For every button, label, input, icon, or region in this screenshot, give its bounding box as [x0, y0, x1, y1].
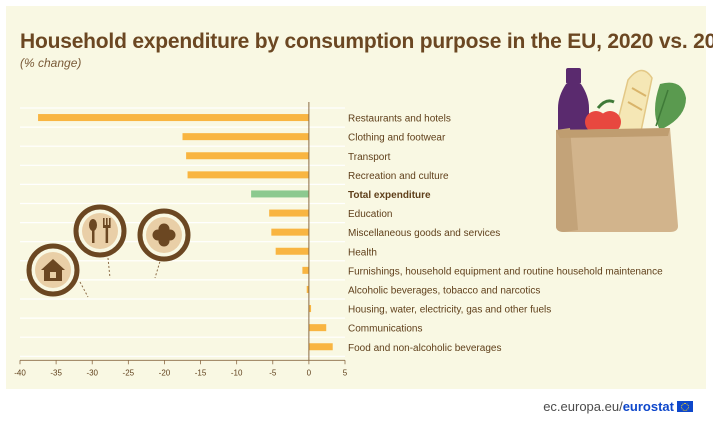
bar-4 — [251, 190, 309, 198]
x-tick-label: -20 — [159, 368, 171, 377]
bar-3 — [187, 171, 309, 179]
x-tick-label: -40 — [14, 368, 26, 377]
category-label: Furnishings, household equipment and rou… — [348, 266, 663, 277]
x-tick-label: -25 — [123, 368, 135, 377]
bar-6 — [271, 228, 309, 236]
x-tick-label: -35 — [50, 368, 62, 377]
bar-0 — [38, 114, 309, 122]
bar-10 — [308, 305, 312, 313]
fork-spoon-icon — [73, 204, 127, 279]
category-label: Clothing and footwear — [348, 133, 446, 144]
category-label: Total expenditure — [348, 190, 431, 201]
x-tick-label: 5 — [343, 368, 348, 377]
bar-5 — [269, 209, 309, 217]
bar-11 — [308, 324, 327, 332]
x-tick-label: -30 — [86, 368, 98, 377]
category-label: Restaurants and hotels — [348, 114, 451, 125]
chart-title: Household expenditure by consumption pur… — [20, 30, 713, 53]
footer-brand-link[interactable]: eurostat — [622, 399, 674, 414]
category-label: Health — [348, 247, 377, 258]
bar-7 — [275, 247, 309, 255]
house-icon — [26, 243, 89, 298]
category-label: Recreation and culture — [348, 171, 449, 182]
first-aid-cross-icon — [137, 208, 191, 279]
x-tick-label: -10 — [231, 368, 243, 377]
category-label: Miscellaneous goods and services — [348, 228, 500, 239]
bar-2 — [186, 152, 309, 160]
bar-12 — [308, 343, 333, 351]
bar-8 — [302, 266, 309, 274]
bar-1 — [182, 133, 309, 141]
eu-flag-icon — [677, 401, 693, 412]
category-label: Housing, water, electricity, gas and oth… — [348, 305, 551, 316]
footer-site-link[interactable]: ec.europa.eu/ — [543, 399, 623, 414]
category-label: Education — [348, 209, 392, 220]
x-tick-label: -15 — [195, 368, 207, 377]
shopping-bag-illustration — [556, 68, 686, 232]
footer-credit: ec.europa.eu/eurostat — [543, 399, 693, 414]
bar-9 — [306, 285, 309, 293]
chart-subtitle: (% change) — [20, 56, 82, 70]
category-label: Transport — [348, 152, 391, 163]
category-label: Food and non-alcoholic beverages — [348, 343, 501, 354]
x-tick-label: 0 — [307, 368, 312, 377]
category-label: Alcoholic beverages, tobacco and narcoti… — [348, 285, 540, 296]
category-label: Communications — [348, 324, 422, 335]
x-tick-label: -5 — [269, 368, 277, 377]
